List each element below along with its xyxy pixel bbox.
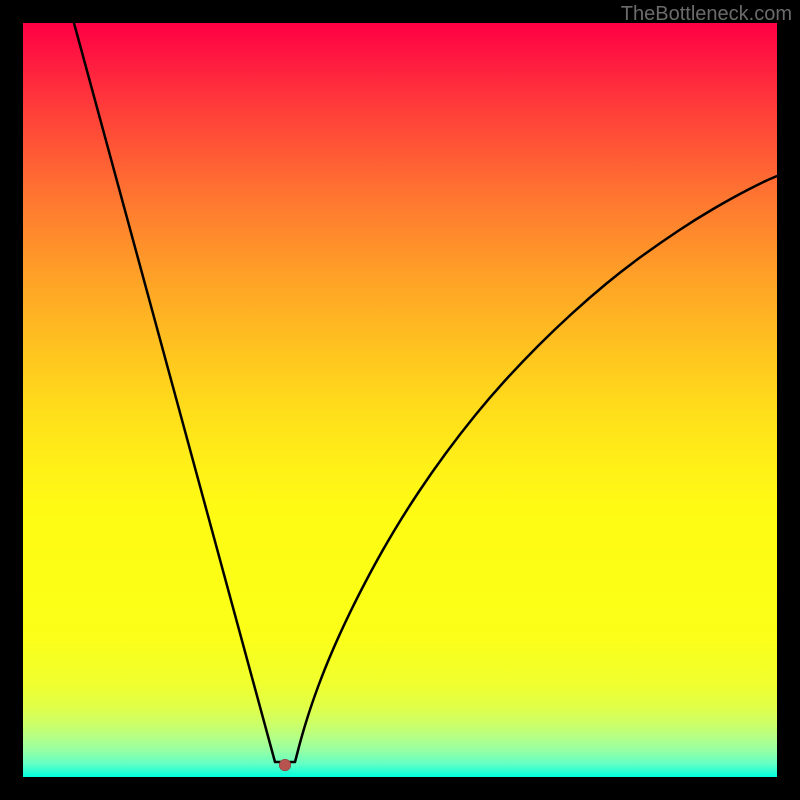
curve-layer (23, 23, 777, 777)
optimum-marker (279, 759, 291, 771)
watermark-label: TheBottleneck.com (621, 3, 792, 26)
plot-area (23, 23, 777, 777)
figure-root: TheBottleneck.com (0, 0, 800, 800)
bottleneck-curve (74, 23, 777, 762)
